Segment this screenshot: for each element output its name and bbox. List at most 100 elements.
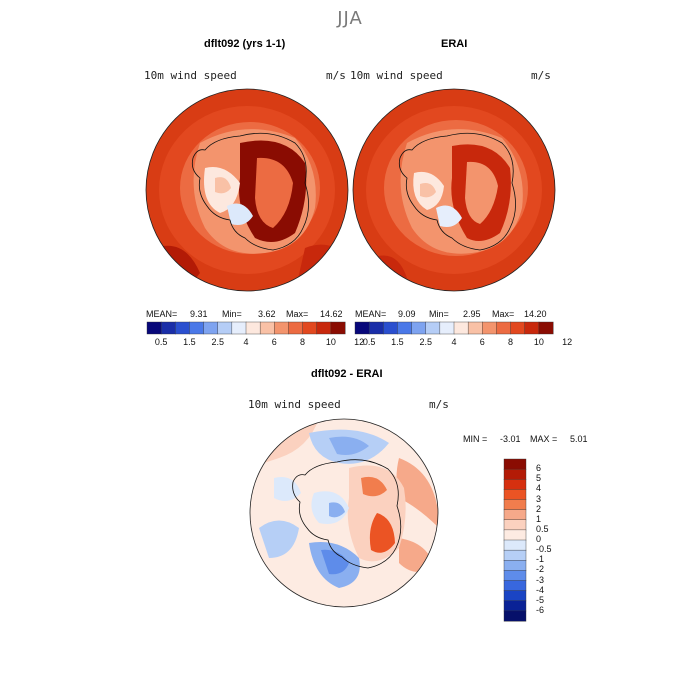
colorbar-tick-label: 8 [300,337,306,347]
diff-min-value: -3.01 [500,434,521,444]
colorbar-swatch [354,321,370,335]
diff-min-label: MIN = [463,434,488,444]
left-mean-label: MEAN= [146,309,178,319]
colorbar-tick-label: 5 [536,473,542,484]
colorbar-swatch [524,321,540,335]
colorbar-swatch [467,321,483,335]
colorbar-swatch [453,321,469,335]
map-blob [321,549,349,575]
colorbar-tick-label: 10 [533,337,544,347]
colorbar-tick-label: 1 [536,513,542,524]
map-blob [329,436,369,455]
colorbar-swatch [503,468,527,480]
colorbar-swatch [503,529,527,541]
map-border [145,88,349,292]
map-blob [259,520,299,558]
right-units-label: m/s [531,69,551,82]
colorbar-swatch [245,321,261,335]
colorbar-swatch [146,321,162,335]
colorbar-swatch [160,321,176,335]
right-mean-value: 9.09 [398,309,416,319]
map-blob [436,205,462,227]
colorbar-swatch [503,549,527,561]
colorbar-tick-label: -2 [536,564,545,575]
colorbar-tick-label: -6 [536,604,545,615]
map-blob [255,157,293,228]
colorbar-swatch [383,321,398,335]
colorbar-tick-label: 6 [479,337,485,347]
colorbar-swatch [503,539,527,551]
colorbar-swatch [439,321,455,335]
right-min-value: 2.95 [463,309,481,319]
right-max-label: Max= [492,309,515,319]
colorbar-swatch [274,321,289,335]
colorbar-tick-label: -4 [536,584,545,595]
diff-max-label: MAX = [530,434,558,444]
colorbar-tick-label: 0.5 [362,337,376,347]
map-blob [420,183,436,198]
map-blob [361,476,387,497]
map-blob [329,502,345,518]
colorbar-tick-label: 6 [271,337,277,347]
colorbar-tick-label: 1.5 [183,337,196,347]
colorbar-swatch [510,321,526,335]
right-colorbar [354,321,554,335]
colorbar-swatch [503,489,527,501]
colorbar-swatch [411,321,427,335]
map-border [249,418,439,608]
right-mean-label: MEAN= [355,309,387,319]
colorbar-tick-label: 2.5 [211,337,224,347]
right-min-label: Min= [429,309,449,319]
antarctica-coastline [191,132,309,251]
colorbar-swatch [503,610,527,622]
colorbar-tick-label: 4 [451,337,457,347]
map-blob [396,458,438,528]
left-colorbar [146,321,346,335]
colorbar-tick-label: 12 [354,337,365,347]
colorbar-swatch [503,479,527,490]
left-polar-map [145,88,349,292]
colorbar-swatch [397,321,413,335]
colorbar-tick-label: 0.5 [154,337,168,347]
colorbar-swatch [503,580,527,592]
colorbar-swatch [189,321,205,335]
colorbar-swatch [302,321,318,335]
colorbar-swatch [503,509,527,521]
colorbar-tick-label: 0.5 [536,523,549,534]
colorbar-tick-label: 2 [536,503,542,514]
colorbar-swatch [175,321,190,335]
map-blob [215,177,231,194]
colorbar-tick-label: 2.5 [419,337,432,347]
colorbar-swatch [538,321,554,335]
colorbar-swatch [425,321,441,335]
left-variable-label: 10m wind speed [144,69,237,82]
right-max-value: 14.20 [524,309,547,319]
colorbar-tick-label: 4 [243,337,249,347]
diff-panel-title: dflt092 - ERAI [311,368,383,380]
colorbar-tick-label: -0.5 [536,544,552,555]
left-units-label: m/s [326,69,346,82]
colorbar-tick-label: 10 [325,337,336,347]
difference-polar-map [249,418,439,608]
colorbar-tick-label: 1.5 [391,337,404,347]
antarctica-coastline [292,459,402,569]
left-max-value: 14.62 [320,309,343,319]
diff-max-value: 5.01 [570,434,588,444]
colorbar-tick-label: 8 [508,337,514,347]
colorbar-swatch [368,321,384,335]
left-min-label: Min= [222,309,242,319]
antarctica-coastline [398,132,516,251]
colorbar-swatch [496,321,512,335]
right-panel-title: ERAI [441,38,468,50]
colorbar-swatch [203,321,219,335]
map-blob [227,203,253,225]
left-panel-title: dflt092 (yrs 1-1) [204,38,286,50]
colorbar-swatch [503,499,527,511]
right-polar-map [352,88,556,292]
colorbar-tick-label: 4 [536,483,542,494]
colorbar-swatch [259,321,275,335]
colorbar-swatch [503,519,527,531]
map-blob [465,161,498,224]
colorbar-tick-label: 6 [536,463,542,474]
colorbar-swatch [503,600,527,612]
